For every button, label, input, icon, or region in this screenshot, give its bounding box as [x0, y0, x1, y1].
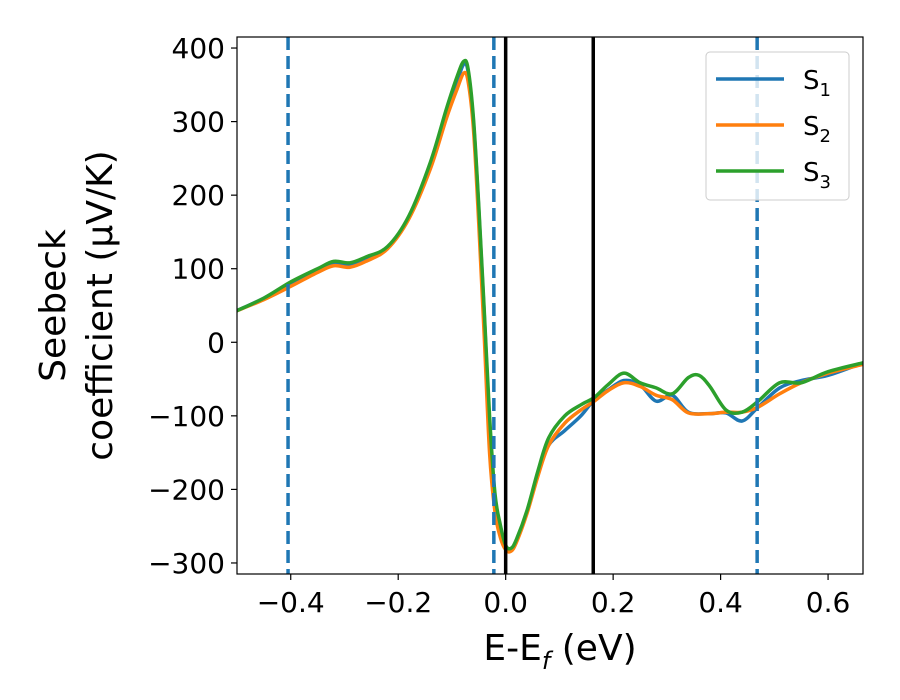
y-axis-label: Seebeck coefficient (μV/K) [33, 150, 121, 460]
x-tick-label: 0.0 [483, 586, 528, 619]
x-tick-label: 0.2 [591, 586, 636, 619]
x-tick-label: 0.6 [806, 586, 851, 619]
y-axis-label-line1: Seebeck [33, 229, 74, 382]
plot-frame [236, 36, 864, 575]
y-axis-ticks: −300 −200 −100 0 100 200 300 400 [148, 32, 237, 580]
x-tick-label: −0.2 [364, 586, 432, 619]
legend-label-s2: S2 [803, 112, 831, 147]
y-tick-label: 300 [172, 106, 225, 139]
y-tick-label: 100 [172, 253, 225, 286]
series-line-s3 [237, 58, 863, 551]
legend: S1 S2 S3 [705, 51, 850, 201]
legend-label-s1: S1 [803, 66, 831, 101]
series-curves [237, 58, 863, 554]
x-tick-label: −0.4 [257, 586, 325, 619]
y-axis-label-line2: coefficient (μV/K) [80, 150, 121, 460]
x-axis-label: E-Ef (eV) [483, 628, 636, 675]
legend-label-s3: S3 [803, 158, 831, 193]
x-axis-ticks: −0.4 −0.2 0.0 0.2 0.4 0.6 [257, 574, 851, 619]
y-tick-label: 400 [172, 32, 225, 65]
y-tick-label: −300 [148, 547, 225, 580]
x-tick-label: 0.4 [698, 586, 743, 619]
vertical-reference-lines [286, 37, 759, 574]
y-tick-label: −200 [148, 473, 225, 506]
y-tick-label: −100 [148, 400, 225, 433]
y-tick-label: 200 [172, 179, 225, 212]
y-tick-label: 0 [207, 326, 225, 359]
